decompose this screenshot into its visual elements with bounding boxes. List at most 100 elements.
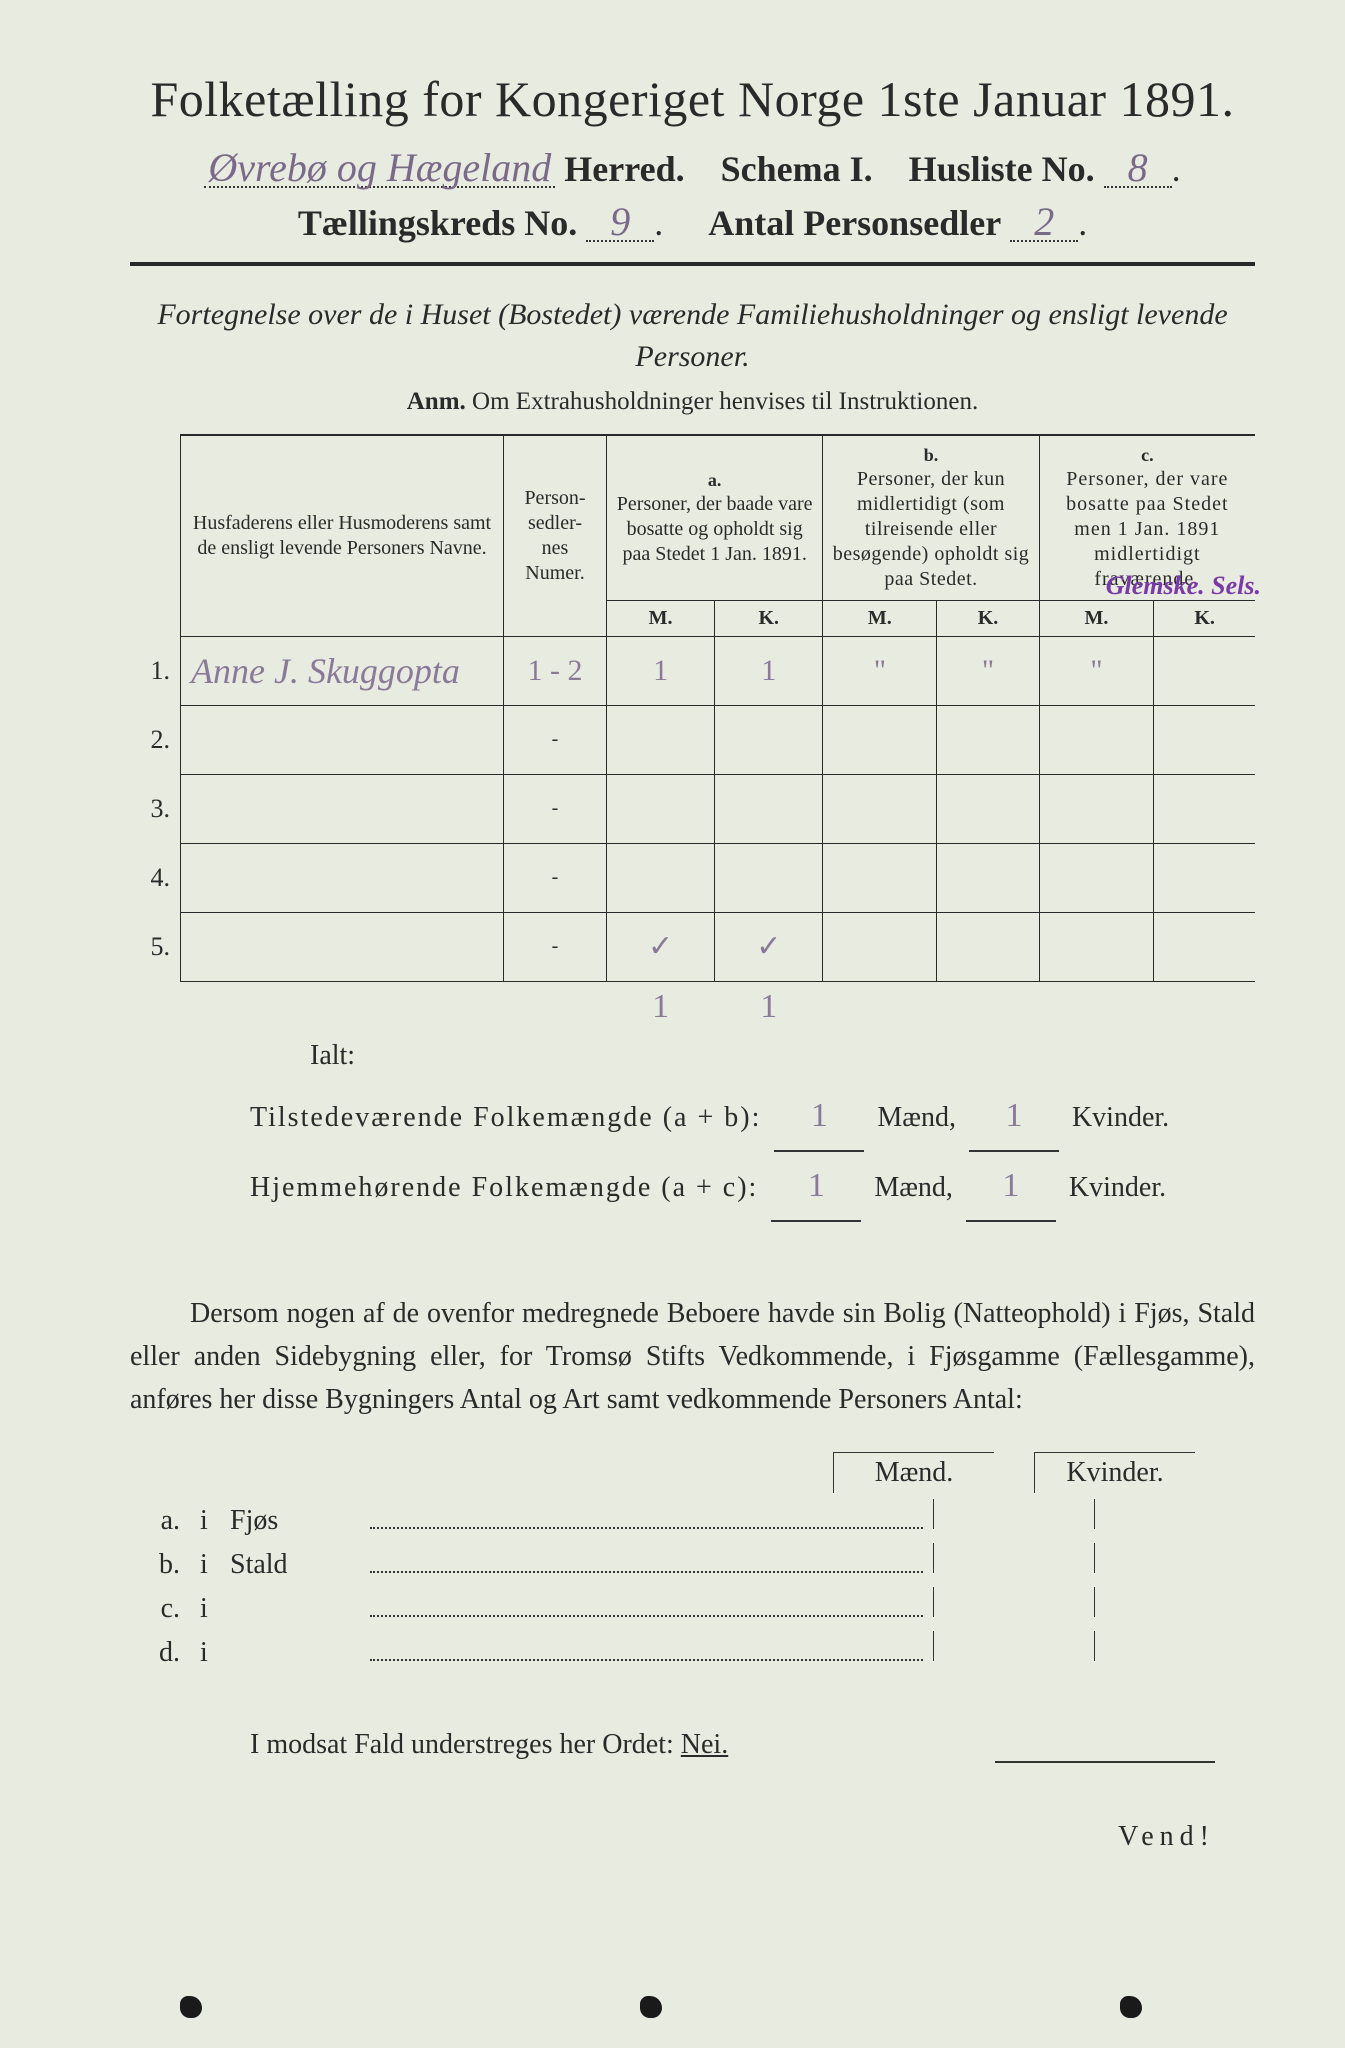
anm-line: Anm. Om Extrahusholdninger henvises til … (130, 388, 1255, 416)
a-k-cell (715, 774, 823, 843)
table-row: 2. - (130, 705, 1255, 774)
antal-value: 2 (1010, 204, 1078, 242)
vend-label: Vend! (130, 1821, 1255, 1853)
household-table: Husfaderens eller Husmoderens samt de en… (130, 434, 1255, 1032)
barn-row: b. i Stald (130, 1543, 1255, 1581)
name-cell (181, 912, 504, 981)
antal-label: Antal Personsedler (708, 203, 1001, 243)
group-b-letter: b. (829, 444, 1032, 467)
header-line-2: Øvrebø og Hægeland Herred. Schema I. Hus… (130, 148, 1255, 190)
table-row: 1. Anne J. Skuggopta 1 - 2 1 1 " " " (130, 636, 1255, 705)
b-k-cell: " (937, 636, 1039, 705)
barn-kvinder-header: Kvinder. (1034, 1452, 1195, 1493)
barn-row: c. i (130, 1587, 1255, 1625)
barn-block: Mænd. Kvinder. a. i Fjøs b. i Stald c. i (130, 1452, 1255, 1669)
a-k-cell (715, 705, 823, 774)
totals-block: Tilstedeværende Folkemængde (a + b): 1 M… (250, 1082, 1255, 1222)
page-title: Folketælling for Kongeriget Norge 1ste J… (130, 70, 1255, 128)
group-a-letter: a. (613, 469, 816, 492)
sedler-cell: - (504, 912, 607, 981)
anm-label: Anm. (407, 388, 466, 415)
barn-k-cell (1094, 1499, 1255, 1529)
kreds-label: Tællingskreds No. (298, 203, 577, 243)
tick-below-am: 1 (652, 988, 669, 1025)
binding-hole-icon (1120, 1996, 1142, 2018)
a-m-cell (607, 774, 715, 843)
b-m-cell (823, 912, 937, 981)
b-k-value: " (982, 654, 994, 687)
table-row: 3. - (130, 774, 1255, 843)
name-cell (181, 843, 504, 912)
b-m-cell: " (823, 636, 937, 705)
tick-below-row: 1 1 (130, 981, 1255, 1032)
binding-hole-icon (180, 1996, 202, 2018)
b-k-cell (937, 912, 1039, 981)
b-k-cell (937, 843, 1039, 912)
c-m-header: M. (1039, 600, 1154, 636)
b-m-cell (823, 774, 937, 843)
barn-dots (370, 1595, 923, 1617)
sedler-cell: - (504, 705, 607, 774)
sedler-cell: - (504, 843, 607, 912)
hjemme-k-val: 1 (1002, 1167, 1019, 1204)
name-cell: Anne J. Skuggopta (181, 636, 504, 705)
table-row: 5. - ✓ ✓ (130, 912, 1255, 981)
hjemme-k: 1 (966, 1152, 1056, 1222)
c-m-cell (1039, 774, 1154, 843)
b-k-header: K. (937, 600, 1039, 636)
c-k-cell (1154, 705, 1255, 774)
husliste-value: 8 (1104, 150, 1172, 188)
col-sedler-header: Person- sedler- nes Numer. (504, 435, 607, 636)
a-k-cell: 1 (715, 636, 823, 705)
c-m-value: " (1090, 654, 1102, 687)
b-k-cell (937, 705, 1039, 774)
maend-label-2: Mænd, (874, 1172, 953, 1203)
census-form-page: Folketælling for Kongeriget Norge 1ste J… (0, 0, 1345, 2048)
barn-m-cell (933, 1631, 1094, 1661)
c-k-cell (1154, 912, 1255, 981)
herred-label: Herred. (564, 149, 684, 189)
barn-type: Stald (230, 1549, 370, 1581)
a-m-cell (607, 705, 715, 774)
barn-m-cell (933, 1499, 1094, 1529)
b-m-header: M. (823, 600, 937, 636)
group-b-text: Personer, der kun midlertidigt (som tilr… (829, 467, 1032, 592)
a-k-header: K. (715, 600, 823, 636)
herred-value: Øvrebø og Hægeland (204, 150, 555, 188)
header-line-3: Tællingskreds No. 9. Antal Personsedler … (130, 202, 1255, 244)
tick-below-ak: 1 (760, 988, 777, 1025)
a-k-value: 1 (761, 654, 776, 687)
hjemme-row: Hjemmehørende Folkemængde (a + c): 1 Mæn… (250, 1152, 1255, 1222)
hjemme-m: 1 (771, 1152, 861, 1222)
barn-row: d. i (130, 1631, 1255, 1669)
rule-1 (130, 262, 1255, 266)
barn-dots (370, 1551, 923, 1573)
row-num: 5. (130, 912, 181, 981)
tilstede-m-val: 1 (811, 1097, 828, 1134)
barn-letter: a. (130, 1505, 200, 1537)
b-m-cell (823, 705, 937, 774)
husliste-label: Husliste No. (909, 149, 1095, 189)
a-m-value: 1 (653, 654, 668, 687)
nei-word: Nei. (681, 1729, 728, 1760)
barn-header: Mænd. Kvinder. (130, 1452, 1255, 1493)
anm-text: Om Extrahusholdninger henvises til Instr… (472, 388, 978, 415)
c-m-cell: " (1039, 636, 1154, 705)
barn-paragraph: Dersom nogen af de ovenfor medregnede Be… (130, 1292, 1255, 1422)
barn-i: i (200, 1549, 230, 1581)
barn-letter: c. (130, 1593, 200, 1625)
tilstede-label: Tilstedeværende Folkemængde (a + b): (250, 1102, 761, 1133)
kreds-value: 9 (586, 204, 654, 242)
a-k-cell (715, 843, 823, 912)
col-name-header: Husfaderens eller Husmoderens samt de en… (181, 435, 504, 636)
barn-i: i (200, 1593, 230, 1625)
tilstede-m: 1 (774, 1082, 864, 1152)
c-k-cell (1154, 636, 1255, 705)
group-b-header: b. Personer, der kun midlertidigt (som t… (823, 435, 1039, 600)
blank-corner-2 (130, 600, 181, 636)
barn-dots (370, 1507, 923, 1529)
group-c-letter: c. (1046, 444, 1249, 467)
tilstede-k: 1 (969, 1082, 1059, 1152)
hjemme-label: Hjemmehørende Folkemængde (a + c): (250, 1172, 758, 1203)
tilstede-k-val: 1 (1005, 1097, 1022, 1134)
